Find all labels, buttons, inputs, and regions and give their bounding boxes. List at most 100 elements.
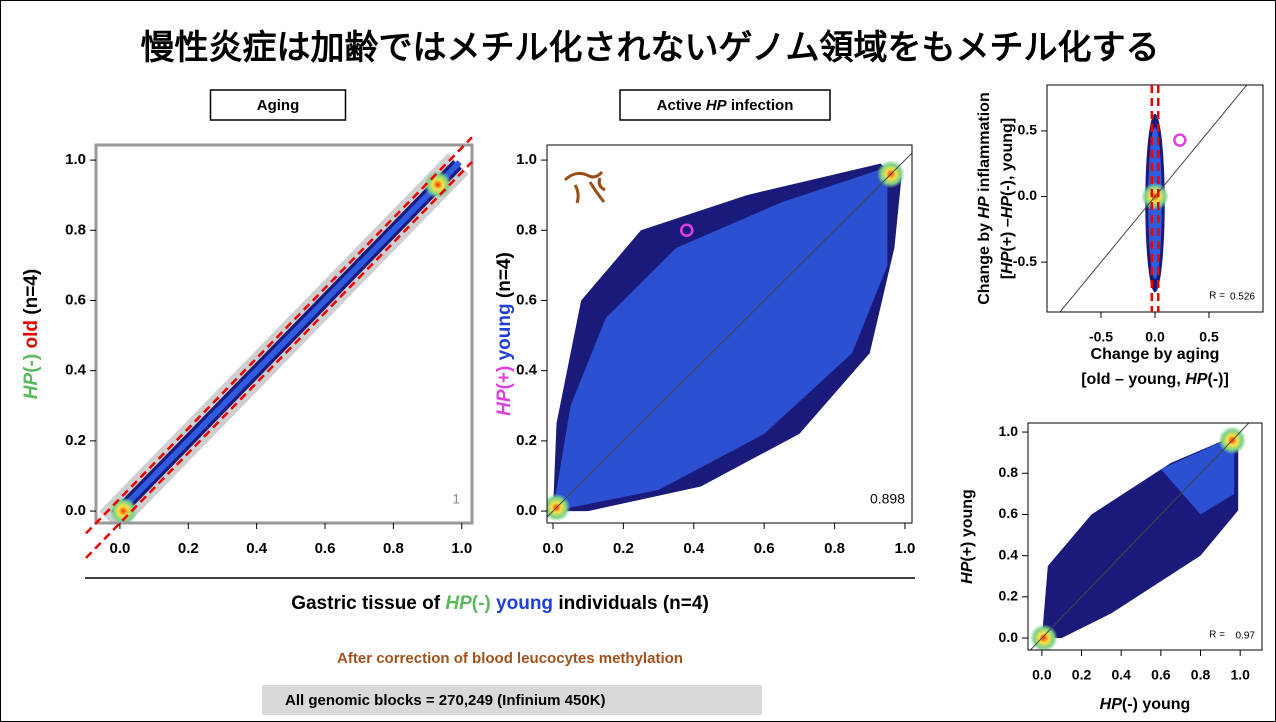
note: After correction of blood leucocytes met… — [337, 650, 683, 667]
density-core — [1160, 436, 1235, 515]
y-tick-label: 0.4 — [65, 362, 87, 379]
x-tick-label: 1.0 — [1230, 667, 1250, 683]
x-axis-label: HP(-) young — [1100, 696, 1191, 713]
panel-title-part: Aging — [257, 97, 300, 114]
y-axis-label: Change by HP inflammation — [976, 92, 993, 304]
panel-title: Aging — [257, 97, 300, 114]
x-tick-label: 0.8 — [383, 540, 404, 557]
r-label: R = — [1209, 291, 1225, 302]
y-tick-label: 0.5 — [1018, 122, 1038, 138]
x-tick-label: 0.0 — [1145, 329, 1165, 345]
x-tick-label: 0.2 — [178, 540, 199, 557]
r-value: 0.97 — [1236, 631, 1256, 642]
y-axis-label-part: (+) – — [999, 218, 1016, 251]
panel-title-part: infection — [727, 97, 794, 114]
x-axis-label: Change by aging — [1091, 346, 1220, 363]
shared-x-label-part: young — [491, 593, 553, 614]
x-tick-label: 0.5 — [1199, 329, 1219, 345]
highlight-point — [679, 223, 694, 238]
y-tick-label: 0.8 — [999, 464, 1019, 480]
identity-line — [1059, 85, 1248, 312]
plot-frame — [1027, 422, 1263, 651]
summary: All genomic blocks = 270,249 (Infinium 4… — [285, 692, 606, 709]
identity-line — [1029, 423, 1250, 650]
y-axis-label-part: HP — [494, 389, 515, 416]
y-axis-label: [HP(+) –HP(-), young] — [999, 118, 1016, 279]
panel-title-box — [209, 89, 347, 121]
r-label: R = — [1209, 630, 1225, 641]
shared-x-label-part: HP — [445, 593, 472, 614]
y-tick-label: 1.0 — [999, 423, 1019, 439]
r-value: 1 — [452, 491, 460, 507]
y-axis-label-part: [ — [999, 273, 1016, 279]
highlight-point — [1173, 133, 1187, 147]
density-hotspot — [1029, 624, 1058, 650]
x-axis-label: [old – young, HP(-)] — [1081, 371, 1229, 388]
y-tick-label: 0.0 — [65, 502, 86, 519]
panel-title-part: HP — [706, 97, 728, 114]
density-core — [115, 160, 462, 516]
y-axis-label-part: (-) — [21, 354, 42, 373]
y-axis-label-part: old — [21, 320, 42, 354]
y-tick-label: 0.4 — [516, 362, 538, 379]
x-tick-label: 0.6 — [315, 540, 336, 557]
y-tick-label: 0.0 — [1018, 187, 1038, 203]
x-tick-label: 0.6 — [1151, 667, 1171, 683]
panel-title-box — [619, 89, 831, 121]
x-axis-label-part: (-) young — [1122, 696, 1190, 713]
x-tick-label: 0.2 — [613, 540, 634, 557]
x-axis-label-part: HP — [1185, 371, 1208, 388]
r-value: 0.898 — [870, 491, 905, 507]
panel-title-part: Active — [657, 97, 706, 114]
y-tick-label: 0.8 — [65, 221, 86, 238]
x-tick-label: 0.4 — [683, 540, 705, 557]
shared-x-label: Gastric tissue of HP(-) young individual… — [291, 593, 709, 614]
y-axis-label: HP(-) old (n=4) — [21, 269, 42, 399]
x-axis-label-part: (-)] — [1207, 371, 1228, 388]
x-tick-label: 0.0 — [543, 540, 564, 557]
y-axis-label-part: HP — [999, 251, 1016, 274]
x-tick-label: 0.4 — [246, 540, 268, 557]
y-axis-label-part: HP — [976, 196, 993, 219]
x-tick-label: 0.6 — [754, 540, 775, 557]
y-tick-label: 0.6 — [999, 505, 1019, 521]
density-hotspot — [547, 493, 571, 522]
identity-line — [547, 152, 912, 518]
y-axis-label: HP(+) young — [959, 489, 976, 584]
y-tick-label: 0.6 — [516, 291, 537, 308]
x-tick-label: 0.8 — [824, 540, 845, 557]
y-tick-label: 0.2 — [516, 432, 537, 449]
plot-area — [547, 152, 912, 522]
r-value: 0.526 — [1230, 292, 1255, 303]
y-axis-label-part: Change by — [976, 219, 993, 305]
plot-area — [99, 153, 469, 523]
y-axis-label-part: (-), young] — [999, 118, 1016, 196]
y-axis-label-part: young — [494, 303, 515, 365]
y-axis-label: HP(+) young (n=4) — [494, 252, 515, 416]
plot-frame — [546, 144, 913, 524]
y-axis-label-part: (+) — [494, 366, 515, 390]
x-tick-label: 0.2 — [1072, 667, 1092, 683]
x-tick-label: 0.8 — [1191, 667, 1211, 683]
shared-x-label-part: (-) — [472, 593, 491, 614]
plot-area — [1029, 423, 1250, 650]
y-tick-label: 0.6 — [65, 291, 86, 308]
x-tick-label: 0.0 — [109, 540, 130, 557]
shared-x-label-part: Gastric tissue of — [291, 593, 445, 614]
y-tick-label: -0.5 — [1013, 253, 1037, 269]
y-axis-label-part: inflammation — [976, 92, 993, 196]
x-tick-label: -0.5 — [1089, 329, 1113, 345]
y-tick-label: 0.2 — [65, 432, 86, 449]
shared-x-label-part: individuals (n=4) — [553, 593, 709, 614]
x-tick-label: 0.4 — [1111, 667, 1131, 683]
y-tick-label: 0.8 — [516, 221, 537, 238]
density-core — [552, 167, 888, 512]
x-tick-label: 0.0 — [1032, 667, 1052, 683]
y-tick-label: 0.0 — [516, 502, 537, 519]
y-tick-label: 0.4 — [999, 546, 1019, 562]
bacterium-icon — [563, 170, 606, 204]
x-tick-label: 1.0 — [895, 540, 916, 557]
plot-frame — [94, 143, 474, 525]
y-tick-label: 0.2 — [999, 588, 1019, 604]
